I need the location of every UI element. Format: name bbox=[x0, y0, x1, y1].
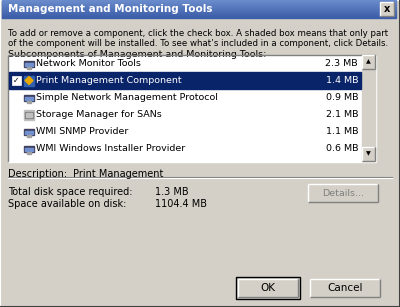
Text: WMI SNMP Provider: WMI SNMP Provider bbox=[36, 127, 128, 136]
Bar bbox=[2, 11, 396, 12]
Text: of the component will be installed. To see what’s included in a component, click: of the component will be installed. To s… bbox=[8, 39, 388, 48]
Bar bbox=[2, 10, 396, 11]
Text: Management and Monitoring Tools: Management and Monitoring Tools bbox=[8, 4, 212, 14]
Text: Total disk space required:: Total disk space required: bbox=[8, 187, 132, 197]
Bar bbox=[24, 146, 34, 151]
Polygon shape bbox=[25, 76, 33, 84]
Text: ▲: ▲ bbox=[366, 60, 371, 64]
Bar bbox=[27, 134, 31, 137]
Bar bbox=[2, 1, 396, 2]
Bar bbox=[25, 130, 33, 134]
Bar bbox=[2, 8, 396, 9]
Bar bbox=[27, 67, 31, 68]
Bar bbox=[2, 4, 396, 5]
Text: Space available on disk:: Space available on disk: bbox=[8, 199, 126, 209]
Text: Network Monitor Tools: Network Monitor Tools bbox=[36, 59, 141, 68]
Bar bbox=[380, 2, 394, 16]
Bar bbox=[2, 2, 396, 3]
Bar bbox=[2, 16, 396, 17]
Text: ▼: ▼ bbox=[366, 151, 371, 157]
Bar bbox=[24, 110, 34, 119]
Bar bbox=[25, 63, 33, 65]
Bar bbox=[27, 151, 31, 154]
Text: Print Management Component: Print Management Component bbox=[36, 76, 182, 85]
Bar bbox=[24, 60, 34, 67]
Bar bbox=[2, 14, 396, 15]
Text: 1104.4 MB: 1104.4 MB bbox=[155, 199, 207, 209]
Bar bbox=[25, 111, 33, 118]
Bar bbox=[2, 17, 396, 18]
Bar bbox=[310, 279, 380, 297]
Bar bbox=[27, 100, 31, 103]
Text: Cancel: Cancel bbox=[327, 283, 363, 293]
Bar bbox=[2, 7, 396, 8]
Bar bbox=[2, 12, 396, 13]
Text: OK: OK bbox=[260, 283, 276, 293]
Text: 0.6 MB: 0.6 MB bbox=[326, 144, 358, 153]
Text: 1.3 MB: 1.3 MB bbox=[155, 187, 189, 197]
Bar bbox=[26, 112, 32, 116]
Bar bbox=[236, 277, 300, 299]
Bar bbox=[25, 96, 33, 99]
Text: 2.3 MB: 2.3 MB bbox=[325, 59, 358, 68]
Bar bbox=[2, 0, 396, 1]
Bar bbox=[12, 93, 21, 102]
Bar bbox=[362, 56, 375, 161]
Text: ✓: ✓ bbox=[13, 76, 20, 85]
Bar bbox=[238, 279, 298, 297]
Bar bbox=[2, 9, 396, 10]
Bar bbox=[12, 59, 21, 68]
Text: Storage Manager for SANs: Storage Manager for SANs bbox=[36, 110, 162, 119]
Bar bbox=[2, 6, 396, 7]
Text: x: x bbox=[384, 4, 390, 14]
Bar bbox=[12, 76, 21, 85]
Text: To add or remove a component, click the check box. A shaded box means that only : To add or remove a component, click the … bbox=[8, 29, 388, 38]
Text: Details...: Details... bbox=[322, 188, 364, 197]
Bar bbox=[2, 3, 396, 4]
Text: Print Management: Print Management bbox=[73, 169, 163, 179]
Bar bbox=[2, 13, 396, 14]
Bar bbox=[2, 15, 396, 16]
Bar bbox=[12, 127, 21, 136]
Bar bbox=[12, 144, 21, 153]
Text: 0.9 MB: 0.9 MB bbox=[326, 93, 358, 102]
Bar bbox=[25, 147, 33, 150]
Text: 2.1 MB: 2.1 MB bbox=[326, 110, 358, 119]
Bar bbox=[362, 55, 375, 69]
Text: 1.1 MB: 1.1 MB bbox=[326, 127, 358, 136]
Bar bbox=[2, 5, 396, 6]
Bar bbox=[24, 95, 34, 100]
Text: 1.4 MB: 1.4 MB bbox=[326, 76, 358, 85]
Bar bbox=[24, 129, 34, 134]
Bar bbox=[9, 72, 361, 89]
Text: WMI Windows Installer Provider: WMI Windows Installer Provider bbox=[36, 144, 185, 153]
Bar bbox=[12, 110, 21, 119]
Text: Subcomponents of Management and Monitoring Tools:: Subcomponents of Management and Monitori… bbox=[8, 50, 266, 59]
Text: Description:: Description: bbox=[8, 169, 67, 179]
Text: Simple Network Management Protocol: Simple Network Management Protocol bbox=[36, 93, 218, 102]
Bar bbox=[24, 76, 34, 86]
Bar bbox=[308, 184, 378, 202]
Bar bbox=[8, 55, 376, 162]
Bar bbox=[362, 147, 375, 161]
